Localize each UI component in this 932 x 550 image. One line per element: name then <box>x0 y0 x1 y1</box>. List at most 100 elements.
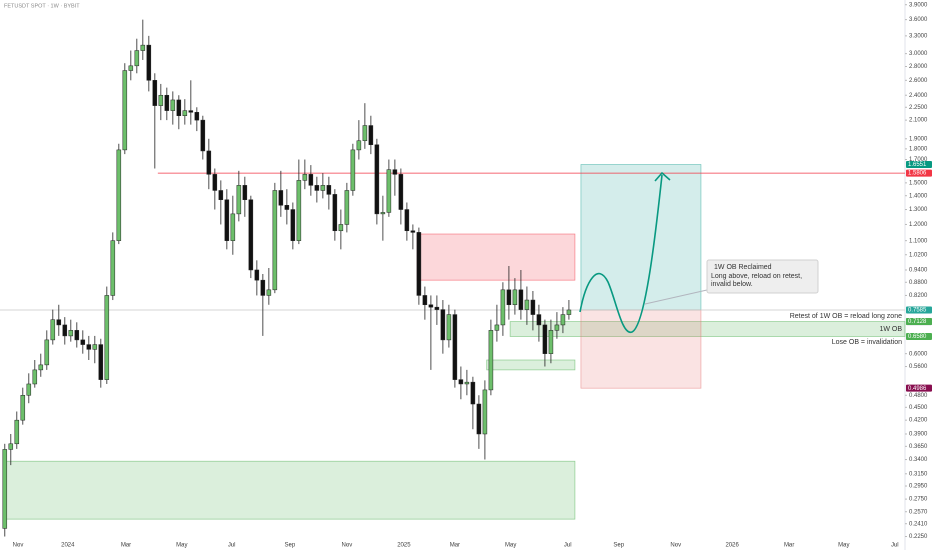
candle-body <box>308 174 314 186</box>
y-tick-label: 0.9400 <box>909 268 928 274</box>
chart-title: FETUSDT SPOT · 1W · BYBIT <box>4 3 80 9</box>
x-tick-label: May <box>176 543 187 549</box>
candle-body <box>422 295 428 306</box>
candle-body <box>146 44 152 81</box>
y-tick-label: 1.2000 <box>909 222 928 228</box>
candle-body <box>32 369 38 385</box>
candle-body <box>242 185 248 201</box>
x-tick-label: Mar <box>121 543 131 549</box>
candle-body <box>296 180 302 241</box>
candle-body <box>500 289 506 326</box>
y-tick-label: 1.5000 <box>909 180 928 186</box>
candle-body <box>464 381 470 385</box>
y-tick-label: 0.5600 <box>909 364 928 370</box>
candle-body <box>224 199 230 241</box>
axes: 3.9000 3.6000 3.3000 3.0000 2.8000 2.6000 2.40… <box>13 2 932 549</box>
candle-body <box>170 99 176 111</box>
y-tick-label: 2.8000 <box>909 64 928 70</box>
candle-body <box>386 169 392 213</box>
candle-body <box>362 125 368 142</box>
y-tick-label: 3.6000 <box>909 17 928 23</box>
candle-body <box>2 449 8 529</box>
y-tick-label: 2.4000 <box>909 93 928 99</box>
y-tick-label: 1.4000 <box>909 193 928 199</box>
y-tick-label: 0.3900 <box>909 432 928 438</box>
candle-body <box>284 205 290 210</box>
candle-body <box>68 330 74 337</box>
y-tick-label: 0.2570 <box>909 509 928 515</box>
projection-path <box>579 174 663 333</box>
candle-body <box>458 379 464 385</box>
candle-body <box>326 185 332 195</box>
candle-body <box>128 65 134 71</box>
x-tick-label: Jul <box>564 543 572 549</box>
candle-body <box>482 389 488 435</box>
x-tick-label: Jul <box>891 543 899 549</box>
x-tick-label: 2026 <box>725 543 739 549</box>
candle-body <box>50 319 56 341</box>
candle-body <box>176 99 182 116</box>
y-tick-label: 1.9000 <box>909 136 928 142</box>
candle-body <box>554 324 560 331</box>
candle-body <box>512 289 518 306</box>
candle-body <box>488 330 494 391</box>
candle-body <box>260 279 266 296</box>
candle-body <box>320 185 326 191</box>
callout-text: Long above, reload on retest, invalid be… <box>711 273 803 288</box>
candle-body <box>440 309 446 341</box>
callout-box <box>706 259 819 294</box>
candle-body <box>248 199 254 271</box>
candle-body <box>368 125 374 146</box>
price-label: 0.4986 <box>908 386 927 392</box>
candle-body <box>518 289 524 310</box>
price-label-bg <box>906 161 932 169</box>
price-label-bg <box>906 384 932 392</box>
y-tick-label: 0.2950 <box>909 484 928 490</box>
price-label-bg <box>906 306 932 314</box>
candle-body <box>134 50 140 67</box>
y-tick-label: 0.2410 <box>909 521 928 527</box>
candle-body <box>374 144 380 215</box>
candle-body <box>392 169 398 175</box>
zone <box>486 359 576 371</box>
candle-body <box>434 306 440 310</box>
candle-body <box>530 299 536 315</box>
y-tick-label: 0.3150 <box>909 471 928 477</box>
y-tick-label: 0.4500 <box>909 405 928 411</box>
candle-body <box>350 149 356 191</box>
y-tick-label: 1.8000 <box>909 146 928 152</box>
candle-body <box>152 80 158 106</box>
y-tick-label: 0.2750 <box>909 497 928 503</box>
candle-body <box>200 119 206 152</box>
candle-body <box>194 112 200 121</box>
candle-body <box>56 319 62 326</box>
price-label-bg <box>906 318 932 326</box>
y-tick-label: 0.3400 <box>909 457 928 463</box>
candle-body <box>116 149 122 241</box>
y-tick-label: 1.7000 <box>909 157 928 163</box>
candle-body <box>44 339 50 366</box>
price-label: 0.6580 <box>908 334 927 340</box>
candle-body <box>278 190 284 206</box>
x-tick-label: Sep <box>613 543 624 549</box>
candle-body <box>314 185 320 191</box>
candle-body <box>212 174 218 191</box>
price-label: 0.7585 <box>908 308 927 314</box>
candle-body <box>86 344 92 350</box>
y-tick-label: 0.3650 <box>909 444 928 450</box>
price-label: 0.7128 <box>908 319 927 325</box>
candle-body <box>164 94 170 111</box>
y-tick-label: 1.0200 <box>909 252 928 258</box>
candle-body <box>26 383 32 396</box>
retest-label: Retest of 1W OB = reload long zone <box>790 313 902 320</box>
candle-body <box>452 314 458 380</box>
candle-body <box>338 224 344 232</box>
candle-body <box>158 94 164 106</box>
projection-arrow <box>654 171 671 182</box>
price-label-bg <box>906 332 932 340</box>
candle-body <box>218 190 224 201</box>
x-tick-label: May <box>838 543 849 549</box>
candle-body <box>236 185 242 215</box>
candle-body <box>494 324 500 331</box>
candle-body <box>428 304 434 308</box>
